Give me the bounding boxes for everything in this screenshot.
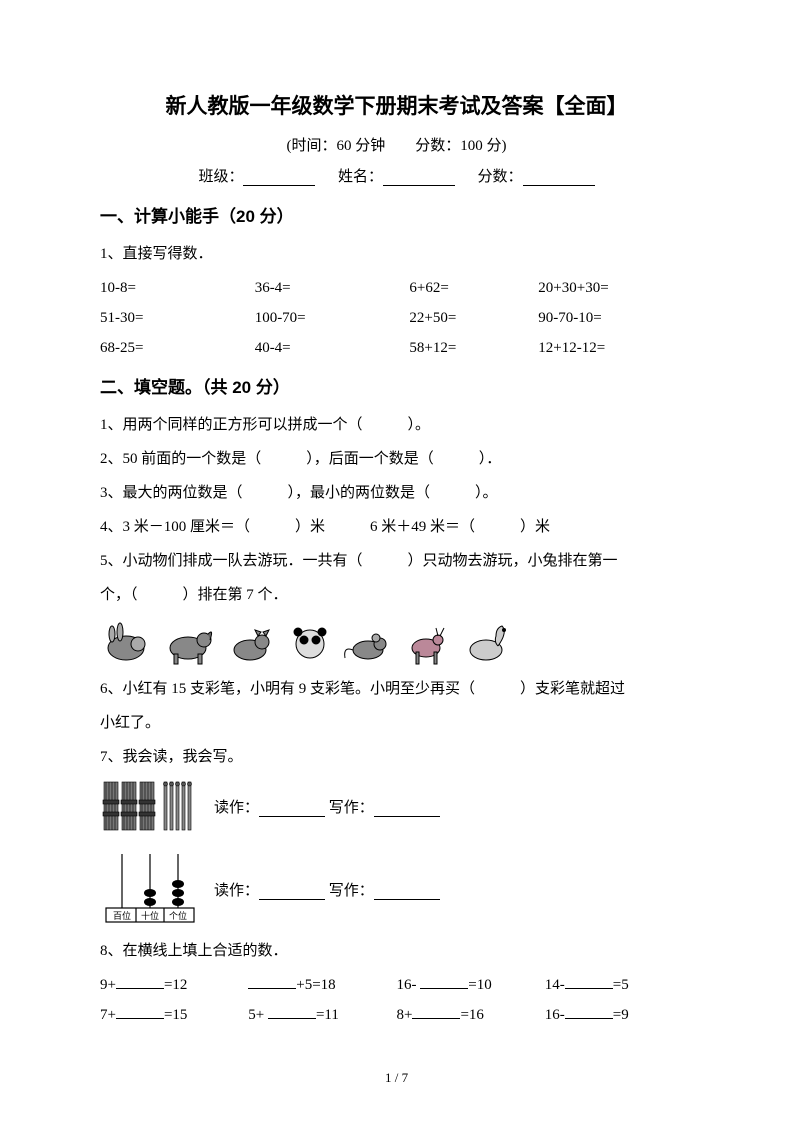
calc-cell: 68-25=: [100, 333, 255, 363]
s2-q4: 4、3 米－100 厘米＝（ ）米 6 米＋49 米＝（ ）米: [100, 512, 693, 542]
fill-blank[interactable]: [116, 975, 164, 989]
s2-q1: 1、用两个同样的正方形可以拼成一个（ ）。: [100, 410, 693, 440]
s2-q5b: 个，（ ）排在第 7 个．: [100, 580, 693, 610]
score-label: 分数：: [415, 138, 460, 154]
read-label: 读作：: [214, 800, 259, 816]
calc-cell: 12+12-12=: [538, 333, 693, 363]
fill-blank[interactable]: [565, 1005, 613, 1019]
fill-grid: 9+=12 +5=18 16- =10 14-=5 7+=15 5+ =11 8…: [100, 970, 693, 1030]
calc-cell: 90-70-10=: [538, 303, 693, 333]
write-label: 写作：: [329, 800, 374, 816]
score-blank[interactable]: [523, 170, 595, 186]
animals-figure: [100, 614, 693, 668]
document-title: 新人教版一年级数学下册期末考试及答案【全面】: [100, 90, 693, 120]
fill-cell: 16- =10: [397, 970, 545, 1000]
abacus-row: 百位 十位 个位 读作： 写作：: [100, 848, 693, 926]
calc-cell: 10-8=: [100, 273, 255, 303]
page-total: 7: [402, 1070, 409, 1085]
fill-blank[interactable]: [412, 1005, 460, 1019]
page: 新人教版一年级数学下册期末考试及答案【全面】 (时间：60 分钟 分数：100 …: [0, 0, 793, 1122]
page-footer: 1 / 7: [0, 1070, 793, 1086]
s2-q3: 3、最大的两位数是（ ），最小的两位数是（ ）。: [100, 478, 693, 508]
fill-cell: 16-=9: [545, 1000, 693, 1030]
fill-cell: 5+ =11: [248, 1000, 396, 1030]
fill-cell: 7+=15: [100, 1000, 248, 1030]
fill-blank[interactable]: [565, 975, 613, 989]
s2-q2: 2、50 前面的一个数是（ ），后面一个数是（ ）．: [100, 444, 693, 474]
time-label: (时间：: [286, 138, 336, 154]
name-label: 姓名：: [338, 169, 383, 185]
page-sep: /: [391, 1070, 401, 1085]
calc-cell: 40-4=: [255, 333, 410, 363]
fill-blank[interactable]: [420, 975, 468, 989]
abacus-icon: 百位 十位 个位: [100, 848, 200, 926]
read-write-2: 读作： 写作：: [214, 879, 440, 900]
fill-cell: +5=18: [248, 970, 396, 1000]
s2-q7: 7、我会读，我会写。: [100, 742, 693, 772]
read-label-2: 读作：: [214, 883, 259, 899]
time-value: 60 分钟: [336, 138, 385, 154]
calc-cell: 51-30=: [100, 303, 255, 333]
s1-q1-label: 1、直接写得数．: [100, 239, 693, 269]
calc-cell: 58+12=: [409, 333, 538, 363]
class-blank[interactable]: [243, 170, 315, 186]
section-2-head: 二、填空题。（共 20 分）: [100, 373, 693, 398]
fill-blank[interactable]: [116, 1005, 164, 1019]
fill-cell: 14-=5: [545, 970, 693, 1000]
section-1-head: 一、计算小能手（20 分）: [100, 202, 693, 227]
name-blank[interactable]: [383, 170, 455, 186]
calc-cell: 100-70=: [255, 303, 410, 333]
score-value: 100 分): [460, 138, 506, 154]
calc-cell: 22+50=: [409, 303, 538, 333]
abacus-label-h: 百位: [113, 910, 131, 921]
exam-meta: (时间：60 分钟 分数：100 分): [100, 134, 693, 155]
write-blank-1[interactable]: [374, 801, 440, 817]
fill-blank[interactable]: [248, 975, 296, 989]
fill-cell: 9+=12: [100, 970, 248, 1000]
read-blank-1[interactable]: [259, 801, 325, 817]
calc-cell: 6+62=: [409, 273, 538, 303]
gap: [385, 138, 415, 154]
s2-q6a: 6、小红有 15 支彩笔，小明有 9 支彩笔。小明至少再买（ ）支彩笔就超过: [100, 674, 693, 704]
abacus-label-o: 个位: [169, 910, 187, 921]
read-blank-2[interactable]: [259, 884, 325, 900]
calc-grid: 10-8= 36-4= 6+62= 20+30+30= 51-30= 100-7…: [100, 273, 693, 363]
fill-cell: 8+=16: [397, 1000, 545, 1030]
fill-blank[interactable]: [268, 1005, 316, 1019]
counting-sticks-row: 读作： 写作：: [100, 778, 693, 834]
student-info-row: 班级： 姓名： 分数：: [100, 165, 693, 186]
class-label: 班级：: [198, 169, 243, 185]
s2-q8: 8、在横线上填上合适的数．: [100, 936, 693, 966]
write-blank-2[interactable]: [374, 884, 440, 900]
s2-q5a: 5、小动物们排成一队去游玩．一共有（ ）只动物去游玩，小兔排在第一: [100, 546, 693, 576]
write-label-2: 写作：: [329, 883, 374, 899]
s2-q6b: 小红了。: [100, 708, 693, 738]
sticks-bundles-icon: [100, 778, 200, 834]
score-label-2: 分数：: [478, 169, 523, 185]
read-write-1: 读作： 写作：: [214, 796, 440, 817]
abacus-label-t: 十位: [141, 910, 159, 921]
calc-cell: 36-4=: [255, 273, 410, 303]
calc-cell: 20+30+30=: [538, 273, 693, 303]
